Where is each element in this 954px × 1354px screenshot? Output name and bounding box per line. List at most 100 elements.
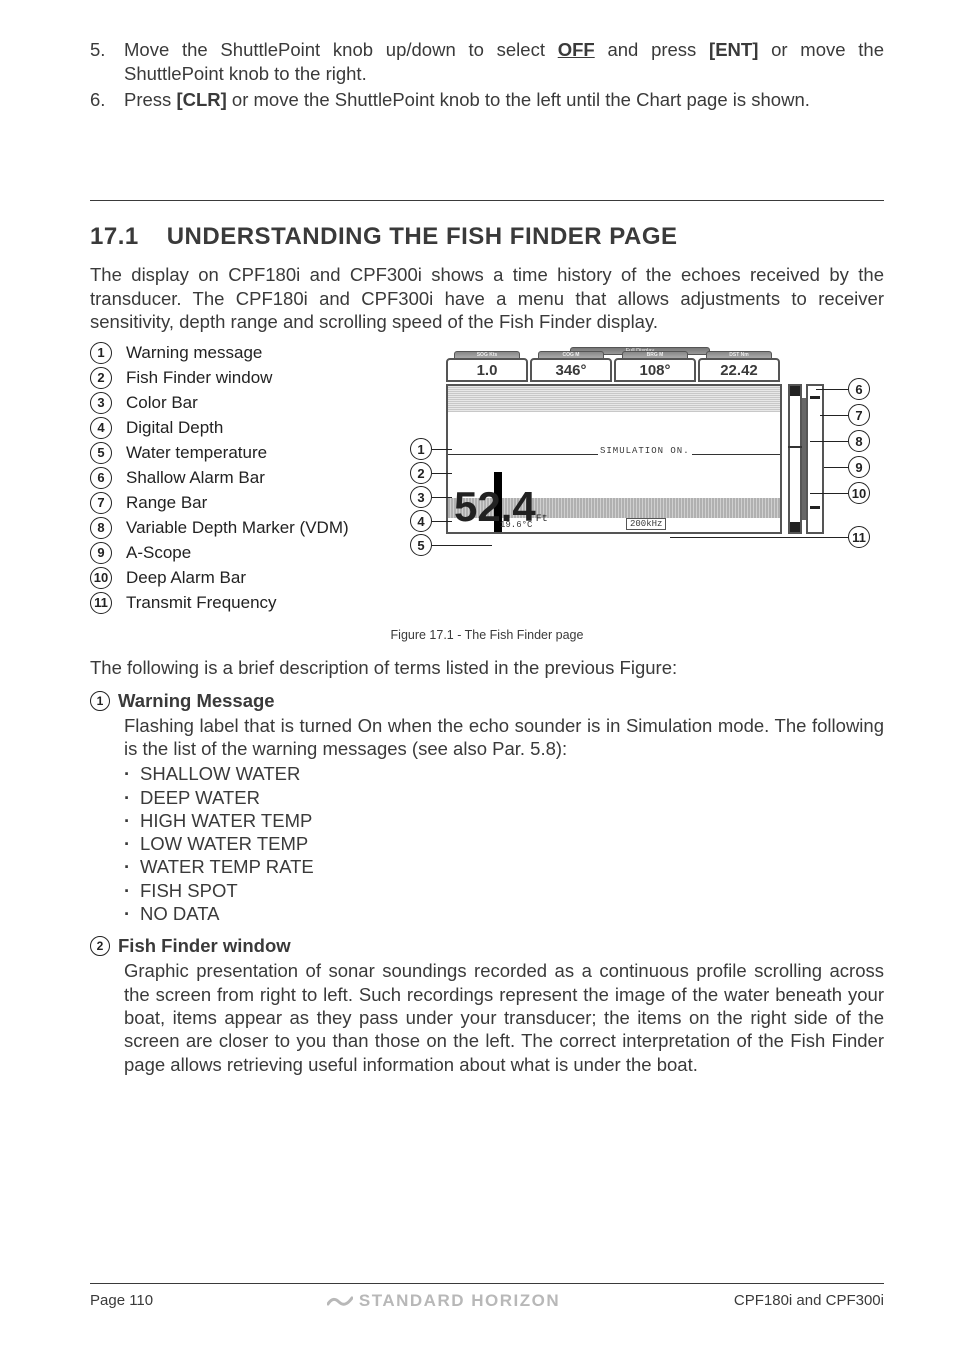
section-intro: The display on CPF180i and CPF300i shows… xyxy=(90,263,884,334)
term-head: 1 Warning Message xyxy=(90,690,884,712)
ascope-blip xyxy=(810,396,820,399)
brand-logo: STANDARD HORIZON xyxy=(327,1290,560,1310)
lead-line xyxy=(432,449,452,450)
instruction-steps: 5. Move the ShuttlePoint knob up/down to… xyxy=(90,38,884,112)
legend-list: 1Warning message 2Fish Finder window 3Co… xyxy=(90,340,349,615)
term-title: Warning Message xyxy=(118,690,275,712)
hdr-dst: DST Nm22.42 xyxy=(698,358,780,382)
legend-item: 9A-Scope xyxy=(90,540,349,565)
legend-item: 6Shallow Alarm Bar xyxy=(90,465,349,490)
hdr-sog: SOG Kts1.0 xyxy=(446,358,528,382)
callout-6: 6 xyxy=(848,378,870,400)
term-badge: 1 xyxy=(90,691,110,711)
legend-badge-10: 10 xyxy=(90,567,112,589)
bullet-item: NO DATA xyxy=(124,902,884,925)
legend-item: 8Variable Depth Marker (VDM) xyxy=(90,515,349,540)
term-badge: 2 xyxy=(90,936,110,956)
shallow-alarm-bar xyxy=(790,386,800,396)
step-text: Move the ShuttlePoint knob up/down to se… xyxy=(124,38,884,85)
step-number: 6. xyxy=(90,88,124,112)
warning-bullets: SHALLOW WATER DEEP WATER HIGH WATER TEMP… xyxy=(90,762,884,925)
step-number: 5. xyxy=(90,38,124,85)
step-5: 5. Move the ShuttlePoint knob up/down to… xyxy=(90,38,884,85)
legend-badge-1: 1 xyxy=(90,342,112,364)
callout-2: 2 xyxy=(410,462,432,484)
deep-alarm-bar xyxy=(790,522,800,532)
bullet-item: DEEP WATER xyxy=(124,786,884,809)
callout-8: 8 xyxy=(848,430,870,452)
bullet-item: FISH SPOT xyxy=(124,879,884,902)
step-6: 6. Press [CLR] or move the ShuttlePoint … xyxy=(90,88,884,112)
legend-item: 11Transmit Frequency xyxy=(90,590,349,615)
term-fish-finder-window: 2 Fish Finder window Graphic presentatio… xyxy=(90,935,884,1075)
page-footer: Page 110 STANDARD HORIZON CPF180i and CP… xyxy=(90,1283,884,1310)
section-rule xyxy=(90,200,884,201)
follow-text: The following is a brief description of … xyxy=(90,656,884,680)
bullet-item: WATER TEMP RATE xyxy=(124,855,884,878)
legend-diagram: 1Warning message 2Fish Finder window 3Co… xyxy=(90,340,884,620)
legend-item: 7Range Bar xyxy=(90,490,349,515)
bullet-item: HIGH WATER TEMP xyxy=(124,809,884,832)
callout-3: 3 xyxy=(410,486,432,508)
freq-readout: 200kHz xyxy=(626,518,666,530)
hdr-cog: COG M346° xyxy=(530,358,612,382)
surface-band xyxy=(448,386,780,412)
temp-readout: 19.6°C xyxy=(500,520,532,530)
figure-caption: Figure 17.1 - The Fish Finder page xyxy=(90,628,884,642)
legend-item: 3Color Bar xyxy=(90,390,349,415)
legend-badge-11: 11 xyxy=(90,592,112,614)
callout-5: 5 xyxy=(410,534,432,556)
section-number: 17.1 xyxy=(90,223,139,251)
section-title: UNDERSTANDING THE FISH FINDER PAGE xyxy=(167,223,678,251)
term-body: Flashing label that is turned On when th… xyxy=(90,714,884,761)
legend-badge-9: 9 xyxy=(90,542,112,564)
section-heading: 17.1 UNDERSTANDING THE FISH FINDER PAGE xyxy=(90,223,884,251)
lead-line xyxy=(810,441,848,442)
term-title: Fish Finder window xyxy=(118,935,291,957)
legend-badge-3: 3 xyxy=(90,392,112,414)
vdm-marker xyxy=(788,446,802,448)
callout-11: 11 xyxy=(848,526,870,548)
callout-7: 7 xyxy=(848,404,870,426)
legend-badge-2: 2 xyxy=(90,367,112,389)
legend-item: 4Digital Depth xyxy=(90,415,349,440)
ascope-blip xyxy=(810,506,820,509)
lead-line xyxy=(432,473,452,474)
lead-line xyxy=(820,415,848,416)
lead-line xyxy=(816,389,848,390)
legend-item: 1Warning message xyxy=(90,340,349,365)
legend-badge-7: 7 xyxy=(90,492,112,514)
bullet-item: LOW WATER TEMP xyxy=(124,832,884,855)
brand-name: STANDARD HORIZON xyxy=(359,1292,560,1309)
wave-icon xyxy=(327,1290,353,1310)
legend-badge-8: 8 xyxy=(90,517,112,539)
lead-line xyxy=(432,545,492,546)
lead-line xyxy=(432,497,452,498)
bullet-item: SHALLOW WATER xyxy=(124,762,884,785)
term-body: Graphic presentation of sonar soundings … xyxy=(90,959,884,1075)
legend-item: 2Fish Finder window xyxy=(90,365,349,390)
ff-screen: Full Display SOG Kts1.0 COG M346° BRG M1… xyxy=(400,358,830,538)
callout-1: 1 xyxy=(410,438,432,460)
alarm-range-column xyxy=(788,384,802,534)
fish-finder-diagram: Full Display SOG Kts1.0 COG M346° BRG M1… xyxy=(400,358,830,538)
callout-4: 4 xyxy=(410,510,432,532)
term-head: 2 Fish Finder window xyxy=(90,935,884,957)
lead-line xyxy=(670,537,848,538)
legend-badge-4: 4 xyxy=(90,417,112,439)
callout-9: 9 xyxy=(848,456,870,478)
term-warning-message: 1 Warning Message Flashing label that is… xyxy=(90,690,884,926)
legend-item: 5Water temperature xyxy=(90,440,349,465)
legend-badge-6: 6 xyxy=(90,467,112,489)
legend-item: 10Deep Alarm Bar xyxy=(90,565,349,590)
lead-line xyxy=(824,467,848,468)
hdr-brg: BRG M108° xyxy=(614,358,696,382)
sonar-area: SIMULATION ON. 52.4Ft 19.6°C 200kHz xyxy=(446,384,782,534)
page-number: Page 110 xyxy=(90,1292,153,1309)
lead-line xyxy=(810,493,848,494)
sim-text: SIMULATION ON. xyxy=(598,446,692,456)
a-scope xyxy=(806,384,824,534)
step-text: Press [CLR] or move the ShuttlePoint kno… xyxy=(124,88,884,112)
model-label: CPF180i and CPF300i xyxy=(734,1292,884,1309)
callout-10: 10 xyxy=(848,482,870,504)
